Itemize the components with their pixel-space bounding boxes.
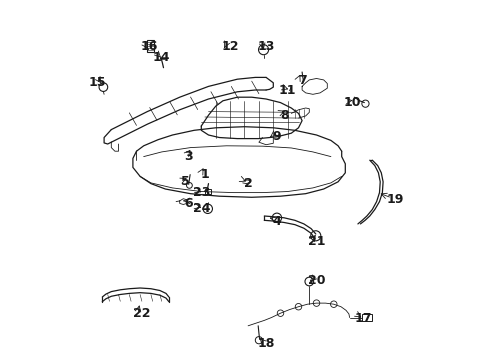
Text: 11: 11 — [278, 84, 296, 96]
Text: 24: 24 — [192, 202, 210, 215]
Bar — [204, 189, 211, 194]
Text: 19: 19 — [386, 193, 404, 206]
Text: 13: 13 — [257, 40, 274, 53]
Bar — [361, 314, 371, 321]
Text: 7: 7 — [297, 75, 306, 87]
Text: 22: 22 — [133, 307, 150, 320]
Text: 6: 6 — [184, 197, 193, 210]
Bar — [146, 40, 154, 52]
Text: 18: 18 — [257, 337, 274, 350]
Text: 2: 2 — [243, 177, 252, 190]
Text: 9: 9 — [272, 130, 281, 143]
Text: 1: 1 — [200, 168, 209, 181]
Text: 23: 23 — [192, 186, 209, 199]
Text: 17: 17 — [354, 312, 371, 325]
Text: 20: 20 — [307, 274, 325, 287]
Text: 15: 15 — [88, 76, 105, 89]
Text: 16: 16 — [140, 40, 158, 53]
Text: 12: 12 — [221, 40, 238, 53]
Text: 5: 5 — [181, 175, 189, 188]
Text: 10: 10 — [343, 96, 361, 109]
Text: 14: 14 — [153, 51, 170, 64]
Text: 3: 3 — [184, 150, 193, 163]
Text: 4: 4 — [272, 215, 281, 228]
Text: 8: 8 — [279, 109, 288, 122]
Text: 21: 21 — [307, 235, 325, 248]
